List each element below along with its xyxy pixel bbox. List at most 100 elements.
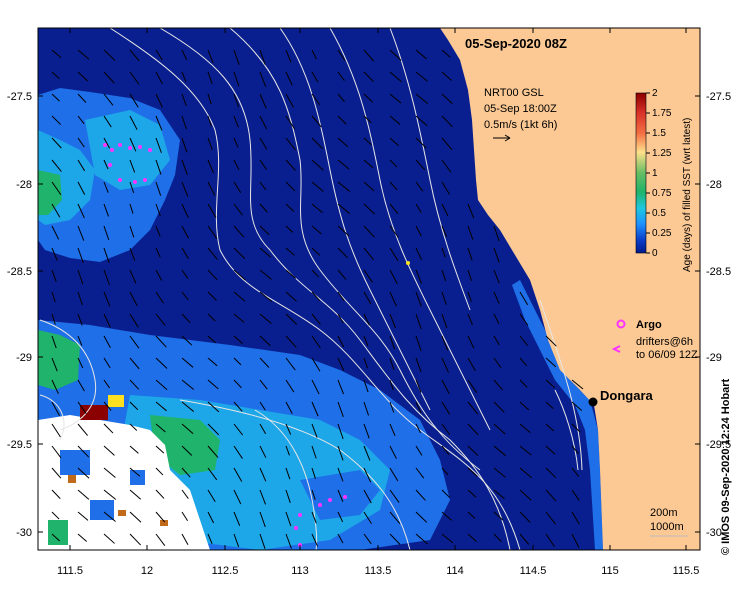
- current-vector: [233, 181, 242, 194]
- current-vector: [259, 247, 271, 258]
- current-vector: [285, 467, 291, 480]
- current-vector: [259, 511, 266, 528]
- current-vector: [337, 115, 347, 125]
- current-vector: [519, 401, 530, 411]
- current-vector: [571, 423, 581, 433]
- current-vector: [51, 225, 60, 240]
- current-vector: [51, 247, 58, 262]
- current-vector: [207, 115, 212, 127]
- current-vector: [51, 335, 57, 349]
- current-vector: [233, 445, 243, 459]
- current-vector: [103, 489, 117, 500]
- current-vector: [285, 159, 296, 171]
- current-vector: [155, 335, 167, 348]
- current-vector: [129, 379, 140, 390]
- current-vector: [51, 467, 62, 479]
- current-vector: [103, 467, 116, 478]
- drifter-legend-line2: to 06/09 12Z: [636, 349, 698, 361]
- drifter-legend-icon: [611, 345, 621, 353]
- plot-frame: [37, 27, 701, 551]
- current-vector: [571, 533, 580, 548]
- current-vector: [207, 467, 218, 481]
- current-vector: [415, 379, 422, 393]
- current-vector: [389, 379, 394, 391]
- current-vector: [337, 467, 344, 482]
- current-vector: [181, 511, 188, 522]
- y-tick-label: -29: [16, 352, 32, 364]
- current-vector: [129, 203, 134, 214]
- current-vector: [389, 93, 402, 104]
- current-vector: [51, 269, 57, 282]
- current-vector: [337, 291, 345, 302]
- current-vector: [441, 313, 448, 329]
- current-vector: [389, 467, 399, 482]
- current-vector: [415, 49, 427, 60]
- current-vector: [545, 357, 557, 368]
- current-vector: [155, 467, 164, 476]
- argo-legend-label: Argo: [636, 319, 662, 331]
- current-vector: [415, 357, 422, 373]
- current-vector: [441, 247, 446, 258]
- current-vector: [233, 291, 246, 302]
- current-vector: [441, 137, 453, 151]
- current-vector: [77, 49, 90, 60]
- current-vector: [51, 445, 62, 459]
- current-vector: [181, 423, 194, 434]
- current-vector: [285, 313, 298, 325]
- current-vector: [363, 533, 372, 545]
- y-tick-label: -28: [706, 179, 722, 191]
- old-data-patch: [160, 520, 168, 526]
- current-source-label: NRT00 GSL: [484, 87, 544, 99]
- current-vector: [285, 71, 293, 86]
- current-vector: [233, 357, 242, 366]
- x-tick-label: 114: [446, 565, 464, 577]
- current-vector: [51, 313, 56, 325]
- current-vector: [181, 357, 194, 368]
- current-vector: [259, 291, 273, 302]
- current-vector: [311, 137, 323, 150]
- current-vector: [363, 137, 372, 146]
- current-vector: [77, 225, 85, 241]
- current-vector: [233, 379, 242, 389]
- current-vector: [363, 357, 369, 369]
- current-vector: [363, 291, 372, 305]
- current-vector: [285, 247, 295, 256]
- current-vector: [155, 533, 166, 547]
- colorbar-tick-label: 0: [652, 248, 658, 259]
- current-vector: [415, 137, 427, 149]
- current-vector: [441, 269, 447, 282]
- current-vector: [467, 467, 478, 477]
- y-tick-label: -27.5: [7, 91, 32, 103]
- old-data-patch: [108, 395, 124, 407]
- current-vector: [441, 115, 453, 128]
- current-vector: [467, 445, 479, 457]
- current-vector: [363, 115, 372, 124]
- current-vector: [129, 467, 141, 477]
- current-vector: [233, 313, 245, 323]
- current-vector: [129, 423, 138, 431]
- current-vector: [181, 269, 189, 280]
- current-vector: [129, 247, 136, 261]
- current-vector: [155, 445, 165, 454]
- current-vector: [467, 291, 472, 302]
- current-vector: [51, 511, 60, 520]
- current-vector: [77, 533, 87, 542]
- x-tick-label: 111.5: [57, 565, 83, 577]
- contour-1000m-label: 1000m: [650, 521, 684, 533]
- current-vector: [259, 93, 267, 109]
- colorbar-tick-label: 0.5: [652, 208, 666, 219]
- current-vector: [259, 533, 266, 549]
- current-vector: [129, 71, 140, 85]
- current-vector: [389, 445, 397, 459]
- current-vector: [415, 291, 422, 307]
- current-vector: [207, 335, 216, 344]
- current-vector: [441, 71, 452, 81]
- current-vector: [103, 313, 111, 328]
- current-vector: [311, 335, 321, 349]
- current-vector: [545, 401, 554, 410]
- current-vector: [363, 511, 372, 524]
- contour-200m-label: 200m: [650, 507, 678, 519]
- current-vector: [233, 335, 244, 344]
- current-vector: [441, 489, 451, 499]
- current-vector: [389, 401, 395, 413]
